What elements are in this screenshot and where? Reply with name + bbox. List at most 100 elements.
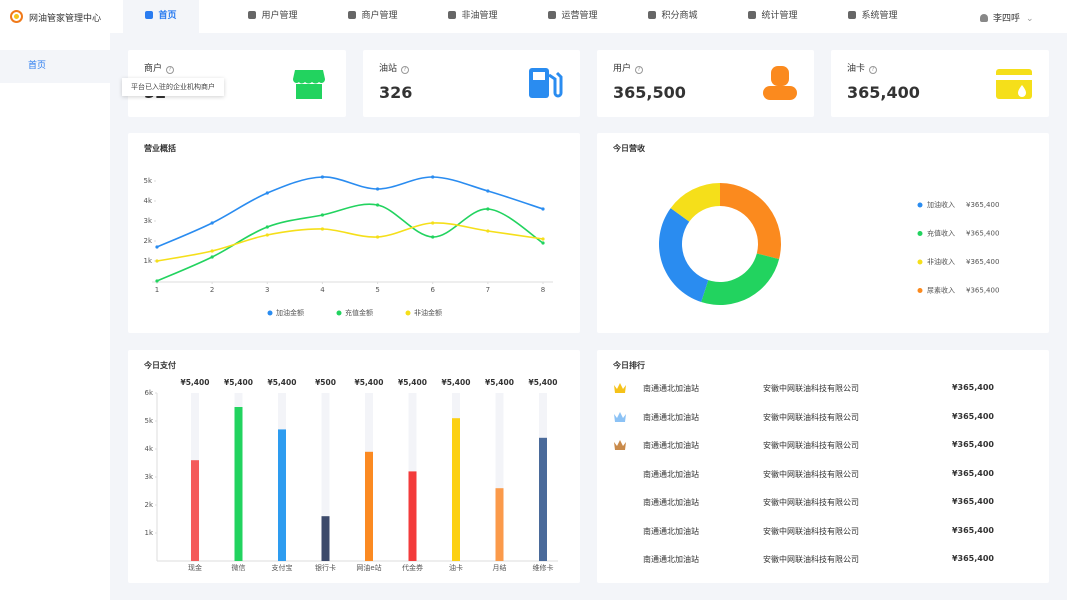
line-point: [431, 235, 435, 239]
donut-slice: [701, 253, 780, 305]
y-tick-label: 6k: [144, 389, 153, 397]
x-tick-label: 油卡: [449, 563, 463, 572]
legend-swatch: [405, 310, 411, 316]
line-point: [265, 225, 269, 229]
nav-item[interactable]: 用户管理: [223, 0, 323, 33]
stat-label: 用户: [613, 64, 632, 74]
line-point: [320, 227, 325, 231]
legend-swatch: [917, 202, 923, 208]
nav-item[interactable]: 积分商城: [623, 0, 723, 33]
bar-amount: ¥500: [315, 378, 336, 387]
line-point: [431, 221, 435, 225]
line-point: [541, 237, 545, 241]
bar: [495, 488, 504, 561]
nav-label: 非油管理: [461, 11, 498, 21]
amount: ¥365,400: [951, 383, 994, 392]
station-name: 南通通北加油站: [643, 441, 699, 450]
bar: [234, 407, 243, 561]
bar: [408, 471, 417, 561]
bar: [278, 429, 286, 561]
bar-track: [321, 393, 330, 561]
station-name: 南通通北加油站: [643, 384, 699, 393]
nav-icon: [648, 11, 657, 19]
bar-amount: ¥5,400: [529, 378, 558, 387]
bar: [539, 437, 547, 561]
donut-slice: [720, 183, 781, 260]
card-title: 今日排行: [613, 361, 645, 370]
nav-label: 运营管理: [561, 11, 598, 21]
x-tick-label: 3: [265, 286, 269, 294]
bell-icon: [980, 14, 988, 22]
x-tick-label: 4: [320, 286, 325, 294]
ranking-card: 今日排行 南通通北加油站 安徽中网联油科技有限公司 ¥365,400 南通通北加油站安…: [597, 350, 1049, 583]
legend-amount: ¥365,400: [966, 201, 999, 209]
stat-label: 商户: [144, 64, 163, 74]
legend-swatch: [336, 310, 342, 316]
line-point: [210, 249, 214, 253]
nav-label: 积分商城: [661, 11, 698, 21]
line-point: [541, 241, 545, 245]
help-icon[interactable]: ?: [166, 66, 175, 74]
station-name: 南通通北加油站: [643, 526, 699, 536]
x-tick-label: 8: [541, 286, 545, 294]
stat-value: 365,400: [847, 83, 920, 102]
x-tick-label: 网油e站: [356, 563, 381, 572]
tooltip: 平台已入驻的企业机构商户: [122, 78, 224, 96]
y-tick-label: 4k: [143, 197, 152, 205]
nav-item[interactable]: 首页: [123, 0, 199, 33]
bar-amount: ¥5,400: [181, 378, 210, 387]
donut-slice: [659, 208, 709, 303]
x-tick-label: 7: [486, 286, 490, 294]
x-tick-label: 银行卡: [315, 563, 336, 572]
legend-label: 非油收入: [927, 257, 955, 266]
bar-amount: ¥5,400: [355, 378, 384, 387]
line-point: [155, 279, 159, 283]
caret: ⌄: [1026, 14, 1034, 24]
x-tick-label: 5: [375, 286, 379, 294]
legend-label: 充值金额: [345, 308, 373, 317]
y-tick-label: 1k: [144, 529, 153, 537]
nav-icon: [348, 11, 357, 19]
nav-item[interactable]: 系统管理: [823, 0, 923, 33]
nav-icon: [448, 11, 457, 19]
line-series: [156, 203, 544, 282]
pump-icon: [529, 68, 563, 98]
legend-swatch: [917, 288, 923, 293]
card-title: 今日营收: [613, 144, 645, 153]
help-icon[interactable]: ?: [635, 66, 644, 74]
bar-amount: ¥5,400: [398, 378, 427, 387]
line-point: [375, 187, 380, 191]
company-name: 安徽中网联油科技有限公司: [763, 469, 859, 479]
x-tick-label: 1: [155, 286, 159, 294]
help-icon[interactable]: ?: [869, 66, 878, 74]
line-point: [320, 175, 325, 179]
nav-label: 用户管理: [261, 11, 298, 21]
nav-item[interactable]: 非油管理: [423, 0, 523, 33]
crown-icon: [614, 411, 626, 422]
bar: [365, 451, 373, 561]
amount: ¥365,400: [951, 468, 994, 478]
help-icon[interactable]: ?: [401, 66, 410, 74]
side-item[interactable]: 首页: [0, 50, 110, 83]
amount: ¥365,400: [951, 497, 994, 506]
amount: ¥365,400: [951, 411, 994, 421]
line-chart: 1k 2k 3k 4k 5k 1 2 3 4 5 6 7 8 加油金额 充值金额 非油金额: [143, 175, 553, 317]
company-name: 安徽中网联油科技有限公司: [763, 441, 859, 450]
stat-card: 商户? 52 平台已入驻的企业机构商户: [122, 50, 346, 117]
line-point: [155, 259, 159, 263]
nav-item[interactable]: 运营管理: [523, 0, 623, 33]
legend-label: 非油金额: [414, 308, 442, 317]
bar-card: 今日支付 1k 2k 3k 4k 5k 6k ¥5,400 现金 ¥5,400 微信 ¥5,400 支…: [128, 350, 580, 583]
nav-item[interactable]: 商户管理: [323, 0, 423, 33]
nav-icon: [548, 11, 557, 19]
nav-icon: [848, 11, 857, 19]
stat-card: 油卡? 365,400: [831, 50, 1049, 117]
station-name: 南通通北加油站: [643, 412, 699, 422]
y-tick-label: 4k: [144, 445, 153, 453]
legend-label: 加油收入: [927, 200, 955, 209]
bar: [452, 418, 460, 561]
station-name: 南通通北加油站: [643, 555, 699, 564]
stat-value: 326: [379, 83, 413, 102]
user-menu[interactable]: 李四呼 ⌄: [980, 11, 1034, 24]
nav-item[interactable]: 统计管理: [723, 0, 823, 33]
